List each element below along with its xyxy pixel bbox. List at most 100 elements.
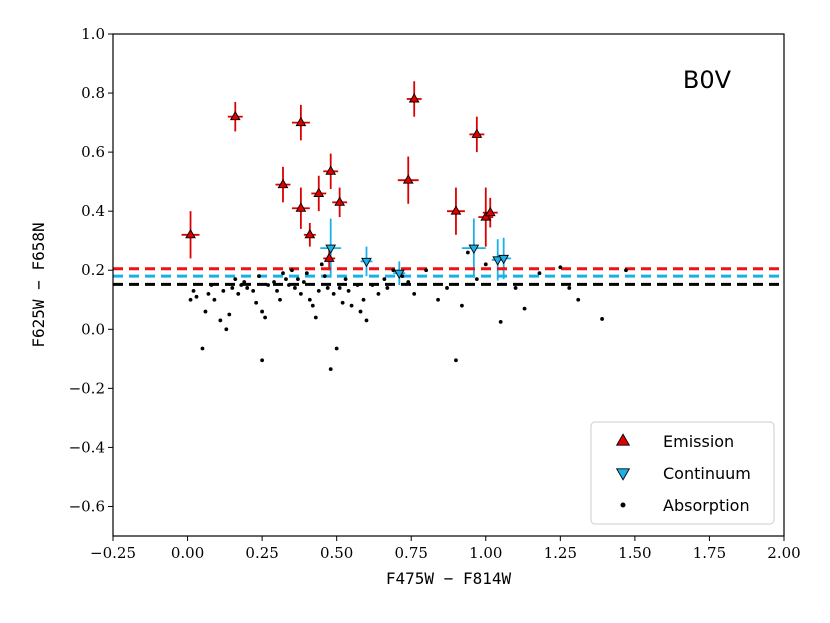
x-tick-label: 1.50 bbox=[618, 544, 651, 562]
emission-point bbox=[277, 178, 289, 189]
absorption-point bbox=[254, 300, 259, 305]
absorption-point bbox=[191, 289, 196, 293]
absorption-point bbox=[460, 303, 464, 308]
absorption-point bbox=[358, 309, 363, 314]
absorption-point bbox=[284, 277, 288, 281]
absorption-point bbox=[287, 283, 291, 287]
absorption-point bbox=[227, 312, 232, 317]
absorption-point bbox=[295, 277, 300, 281]
x-tick-label: 1.00 bbox=[469, 544, 502, 562]
absorption-point bbox=[319, 262, 324, 267]
emission-point bbox=[402, 174, 414, 184]
spectral-type-label: B0V bbox=[683, 66, 732, 94]
absorption-point bbox=[355, 283, 360, 287]
legend-marker-absorption bbox=[620, 502, 626, 508]
absorption-point bbox=[200, 346, 205, 351]
emission-point bbox=[471, 128, 483, 138]
absorption-point bbox=[370, 283, 375, 287]
y-tick-label: 0.6 bbox=[81, 143, 105, 161]
absorption-point bbox=[236, 291, 241, 296]
absorption-point bbox=[465, 250, 470, 255]
absorption-point bbox=[218, 318, 223, 323]
absorption-point bbox=[576, 297, 581, 302]
absorption-point bbox=[275, 289, 279, 293]
emission-point bbox=[229, 110, 241, 121]
absorption-point bbox=[203, 309, 208, 314]
legend-box bbox=[590, 421, 775, 525]
continuum-point bbox=[393, 269, 405, 280]
emission-point bbox=[323, 252, 335, 262]
y-tick-label: 0.4 bbox=[81, 202, 105, 220]
absorption-point bbox=[537, 271, 542, 276]
x-tick-label: 2.00 bbox=[767, 544, 800, 562]
absorption-point bbox=[221, 289, 226, 293]
absorption-point bbox=[558, 265, 563, 270]
absorption-point bbox=[298, 291, 303, 296]
continuum-point bbox=[498, 254, 510, 265]
emission-point bbox=[295, 116, 307, 127]
y-tick-label: 1.0 bbox=[81, 25, 105, 43]
absorption-point bbox=[522, 306, 527, 311]
absorption-point bbox=[212, 297, 217, 302]
absorption-point bbox=[263, 315, 267, 320]
absorption-point bbox=[290, 268, 294, 273]
absorption-point bbox=[424, 268, 429, 273]
absorption-point bbox=[239, 283, 244, 287]
absorption-point bbox=[349, 303, 354, 308]
absorption-point bbox=[340, 300, 345, 305]
continuum-point bbox=[325, 244, 337, 254]
legend: Emission Continuum Absorption bbox=[590, 421, 775, 525]
absorption-point bbox=[385, 286, 390, 290]
threshold-lines bbox=[113, 267, 784, 286]
emission-point bbox=[313, 187, 325, 197]
absorption-point bbox=[281, 271, 285, 276]
absorption-point bbox=[331, 291, 336, 296]
legend-marker-emission bbox=[615, 433, 631, 446]
absorption-point bbox=[454, 358, 458, 363]
absorption-point bbox=[251, 289, 256, 293]
y-tick-label: 0.0 bbox=[81, 320, 105, 338]
absorption-point bbox=[209, 283, 214, 287]
absorption-point bbox=[624, 268, 628, 273]
y-tick-label: −0.2 bbox=[69, 379, 105, 397]
error-bars bbox=[181, 81, 512, 285]
absorption-point bbox=[310, 303, 315, 308]
emission-point bbox=[484, 206, 496, 217]
absorption-point bbox=[194, 294, 199, 299]
continuum-point bbox=[468, 244, 480, 254]
absorption-point bbox=[474, 277, 479, 281]
legend-marker-continuum bbox=[615, 468, 631, 481]
absorption-point bbox=[406, 280, 411, 284]
emission-point bbox=[325, 165, 337, 175]
emission-point bbox=[185, 228, 196, 239]
legend-label-emission: Emission bbox=[663, 432, 734, 451]
absorption-point bbox=[266, 283, 270, 287]
x-tick-label: 0.25 bbox=[245, 544, 278, 562]
absorption-point bbox=[600, 317, 604, 321]
data-points bbox=[185, 93, 628, 372]
absorption-point bbox=[316, 289, 321, 293]
absorption-point bbox=[233, 277, 238, 281]
absorption-point bbox=[376, 291, 381, 296]
x-tick-label: 0.75 bbox=[395, 544, 428, 562]
x-tick-label: 1.75 bbox=[693, 544, 726, 562]
absorption-point bbox=[301, 280, 306, 284]
emission-point bbox=[450, 205, 462, 215]
plot-frame bbox=[112, 33, 785, 537]
absorption-point bbox=[304, 271, 309, 276]
absorption-point bbox=[242, 280, 247, 284]
absorption-point bbox=[498, 320, 503, 324]
continuum-point bbox=[492, 256, 504, 266]
y-tick-label: −0.6 bbox=[69, 497, 105, 515]
emission-point bbox=[334, 196, 346, 206]
absorption-point bbox=[245, 286, 250, 290]
absorption-point bbox=[567, 286, 572, 290]
absorption-point bbox=[293, 286, 297, 290]
y-tick-label: −0.4 bbox=[69, 438, 105, 456]
absorption-point bbox=[206, 291, 211, 296]
absorption-point bbox=[257, 274, 262, 279]
absorption-point bbox=[260, 358, 265, 363]
absorption-point bbox=[272, 280, 276, 284]
absorption-point bbox=[483, 262, 488, 267]
